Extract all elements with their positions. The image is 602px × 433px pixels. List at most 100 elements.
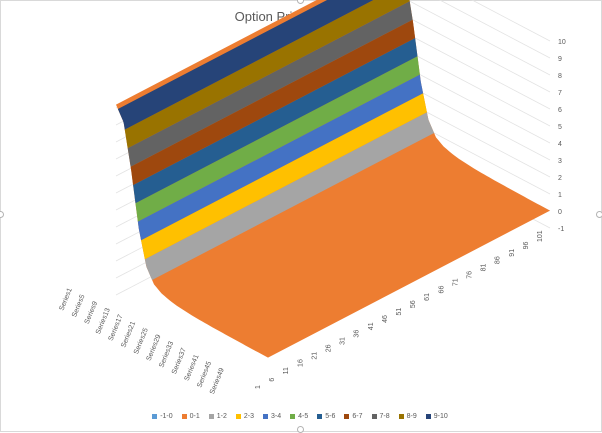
x-tick-label: 11 [283, 367, 290, 374]
x-tick-label: 26 [326, 344, 333, 352]
legend-label: 0-1 [189, 413, 200, 420]
x-tick-label: 71 [452, 278, 459, 286]
x-tick-label: 56 [410, 300, 417, 308]
surface-band-5-6 [133, 38, 418, 204]
series-tick-label: Series33 [158, 340, 175, 368]
resize-handle-top[interactable] [297, 0, 304, 4]
legend-swatch [263, 414, 269, 419]
legend-item: 5-6 [317, 413, 335, 420]
surface-band-8-9 [124, 0, 410, 149]
x-tick-label: 61 [424, 293, 431, 301]
legend-item: 0-1 [181, 413, 200, 420]
series-tick-label: Series1 [58, 287, 73, 312]
surface-bands [117, 0, 435, 280]
z-tick-label: 0 [558, 209, 562, 216]
legend-label: 5-6 [325, 413, 336, 420]
legend-swatch [371, 414, 377, 419]
x-tick-label: 81 [481, 264, 488, 272]
legend-swatch [208, 414, 214, 419]
series-tick-label: Series25 [133, 327, 150, 355]
x-tick-label: 31 [340, 337, 347, 345]
series-tick-label: Series13 [95, 307, 112, 335]
series-tick-label: Series17 [108, 314, 125, 342]
legend-label: 9-10 [433, 413, 448, 420]
z-axis-ticks: -1 0 1 2 3 4 5 6 7 8 9 10 [558, 39, 566, 233]
legend-item: 8-9 [398, 413, 417, 420]
series-tick-label: Series9 [84, 300, 99, 325]
x-tick-label: 51 [396, 308, 403, 316]
x-tick-label: 66 [438, 286, 445, 294]
legend-item: 7-8 [371, 413, 390, 420]
x-tick-label: 6 [269, 378, 276, 382]
x-tick-label: 86 [495, 256, 502, 264]
surface-band-1-2 [144, 112, 435, 280]
z-tick-label: 8 [558, 73, 562, 80]
z-tick-label: -1 [558, 226, 564, 233]
series-tick-label: Series49 [209, 367, 226, 395]
x-tick-label: 21 [311, 352, 318, 360]
z-tick-label: 2 [558, 175, 562, 182]
legend-label: 2-3 [243, 413, 255, 420]
gridline-back [406, 0, 551, 76]
surface-band-3-4 [137, 74, 424, 241]
x-tick-label: 36 [354, 330, 361, 338]
series-tick-label: Series5 [71, 294, 86, 319]
x-tick-label: 96 [523, 241, 530, 249]
legend-label: 7-8 [379, 413, 390, 420]
z-tick-label: 4 [558, 141, 562, 148]
legend: -1-0 0-1 1-2 2-3 3-4 4-5 5-6 6-7 7-8 8-9 9-10 [0, 413, 600, 420]
x-axis-ticks: 1611162126313641465156616671768186919610… [255, 230, 544, 389]
x-tick-label: 41 [368, 322, 375, 330]
legend-label: 3-4 [271, 413, 282, 420]
x-tick-label: 1 [255, 385, 262, 389]
z-tick-label: 7 [558, 90, 562, 97]
legend-swatch [317, 414, 323, 419]
legend-swatch [290, 414, 296, 419]
legend-swatch [181, 414, 187, 419]
series-tick-label: Series45 [196, 360, 213, 388]
legend-item: 2-3 [235, 413, 255, 420]
series-tick-label: Series37 [171, 347, 188, 375]
legend-swatch [152, 414, 158, 419]
gridline-back [397, 79, 551, 161]
z-tick-label: 9 [558, 56, 562, 63]
legend-swatch [344, 414, 350, 419]
x-tick-label: 101 [537, 230, 544, 242]
legend-label: 6-7 [352, 413, 363, 420]
legend-label: 1-2 [216, 413, 227, 420]
legend-item: -1-0 [152, 413, 173, 420]
surface-band-2-3 [141, 93, 427, 260]
gridline-back [438, 0, 551, 59]
legend-item: 1-2 [208, 413, 227, 420]
legend-item: 9-10 [425, 413, 448, 420]
legend-label: 8-9 [406, 413, 417, 420]
legend-item: 3-4 [263, 413, 281, 420]
series-tick-label: Series41 [184, 354, 201, 382]
legend-label: 4-5 [298, 413, 309, 420]
z-tick-label: 5 [558, 124, 562, 131]
x-tick-label: 91 [509, 249, 516, 257]
legend-item: 6-7 [344, 413, 363, 420]
gridline-back [397, 45, 551, 127]
legend-swatch [425, 414, 431, 419]
surface-band-4-5 [135, 56, 420, 222]
z-tick-label: 1 [558, 192, 562, 199]
legend-swatch [398, 414, 404, 419]
gridline-back [397, 62, 551, 144]
gridline-back [397, 11, 551, 93]
x-tick-label: 16 [297, 359, 304, 367]
resize-handle-right[interactable] [596, 211, 602, 218]
surface-band-7-8 [127, 1, 413, 167]
resize-handle-left[interactable] [0, 211, 4, 218]
surface-band-6-7 [130, 19, 416, 186]
z-tick-label: 10 [558, 39, 566, 46]
series-tick-label: Series29 [146, 334, 163, 362]
surface-band-9-10 [117, 0, 374, 130]
series-tick-label: Series21 [120, 320, 137, 348]
legend-swatch [235, 414, 241, 419]
x-tick-label: 76 [467, 271, 474, 279]
gridline-back [471, 0, 551, 42]
legend-item: 4-5 [290, 413, 308, 420]
legend-label: -1-0 [160, 413, 173, 420]
